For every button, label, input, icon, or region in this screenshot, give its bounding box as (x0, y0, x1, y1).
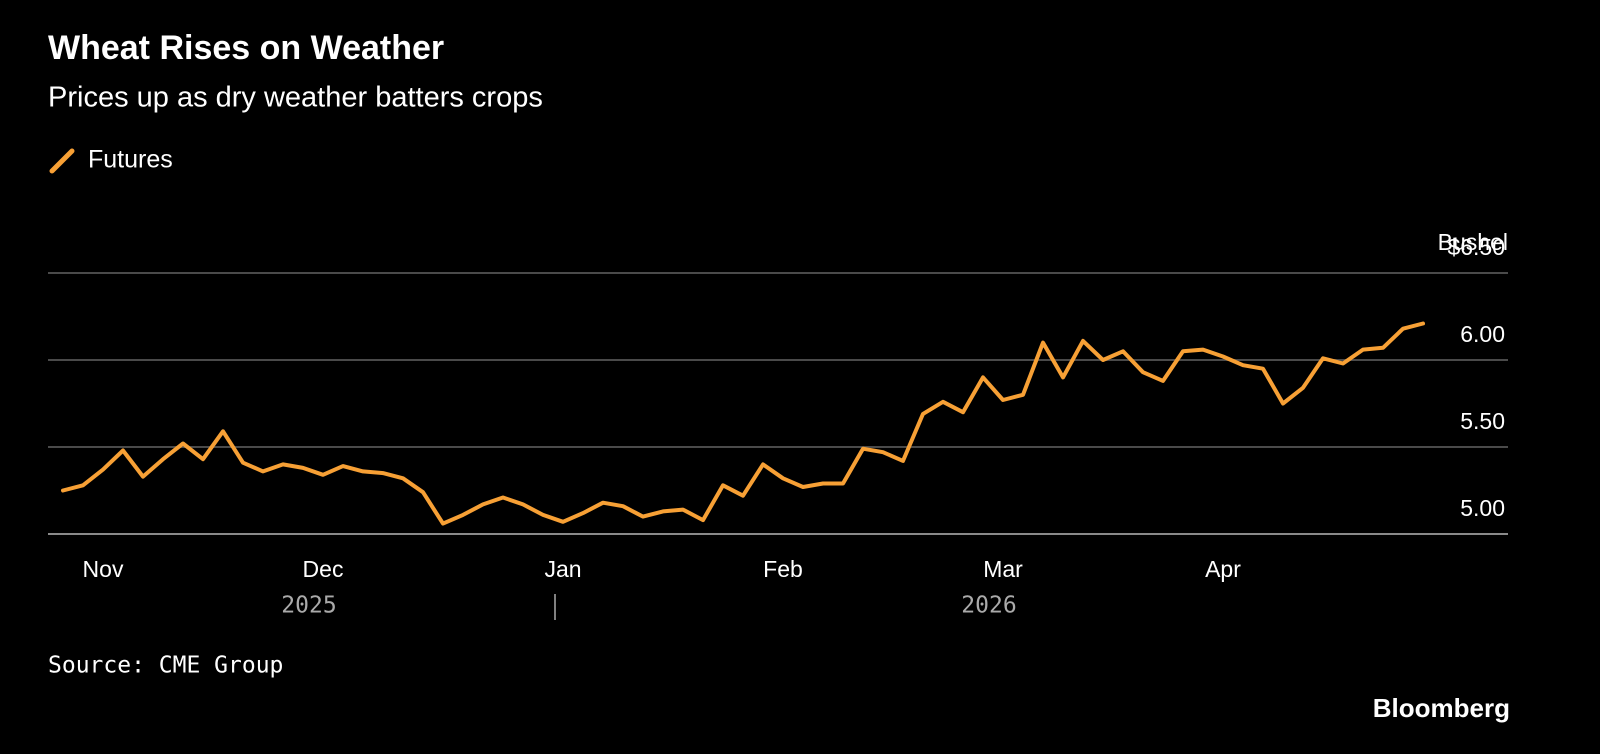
brand: Bloomberg (1373, 693, 1510, 723)
year-label: 2025 (281, 593, 336, 619)
y-tick-label: 6.00 (1460, 321, 1505, 347)
x-tick-label: Dec (303, 556, 344, 582)
x-tick-label: Feb (763, 556, 803, 582)
legend-swatch (49, 148, 75, 174)
legend-label: Futures (88, 146, 173, 174)
chart-subtitle: Prices up as dry weather batters crops (48, 82, 543, 114)
y-axis-label: Bushel (1438, 229, 1508, 255)
y-tick-label: 5.50 (1460, 408, 1505, 434)
y-tick-label: $6.50 (1447, 234, 1505, 260)
year-label: 2026 (961, 593, 1016, 619)
x-tick-label: Jan (544, 556, 581, 582)
x-tick-label: Apr (1205, 556, 1241, 582)
x-tick-label: Mar (983, 556, 1023, 582)
source: Source: CME Group (48, 653, 283, 679)
series-line (61, 321, 1425, 526)
y-tick-label: 5.00 (1460, 495, 1505, 521)
x-tick-label: Nov (83, 556, 124, 582)
chart-title: Wheat Rises on Weather (48, 29, 444, 67)
